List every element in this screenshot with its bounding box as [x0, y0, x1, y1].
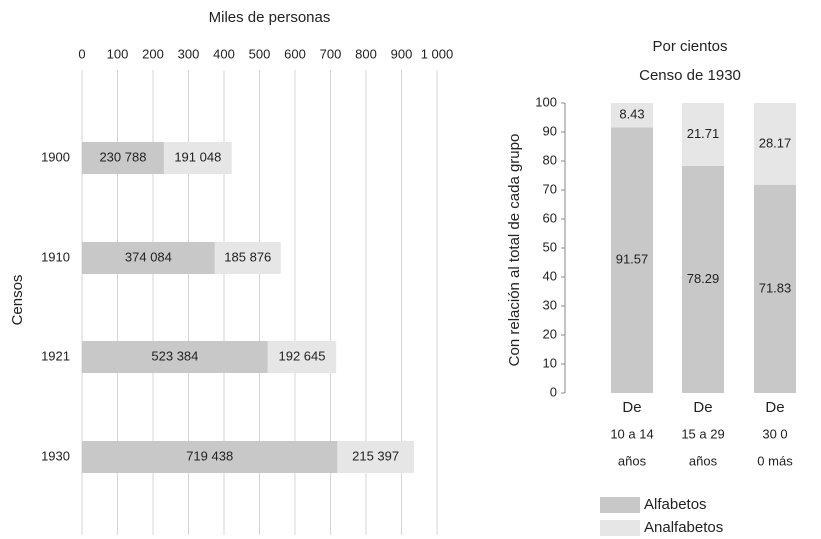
bar-segment — [611, 103, 653, 128]
x-tick-label: De — [693, 399, 712, 416]
x-tick-label: 200 — [142, 46, 164, 61]
bar-segment — [682, 103, 724, 166]
bar-segment — [611, 127, 653, 394]
chart-title: Por cientos — [652, 38, 727, 55]
y-tick-label: 80 — [543, 152, 557, 167]
data-label: 523 384 — [151, 348, 198, 363]
y-tick-label: 90 — [543, 123, 557, 138]
y-tick-label: 70 — [543, 181, 557, 196]
x-tick-label: 700 — [320, 46, 342, 61]
bar-segment — [82, 341, 268, 373]
x-tick-label: 800 — [355, 46, 377, 61]
data-label: 719 438 — [186, 448, 233, 463]
data-label: 71.83 — [759, 280, 792, 295]
x-tick-label: 500 — [249, 46, 271, 61]
bar-segment — [82, 242, 215, 274]
bar-segment — [754, 103, 796, 185]
legend-swatch — [600, 497, 640, 513]
y-axis-label: Censos — [9, 275, 26, 326]
data-label: 8.43 — [619, 107, 644, 122]
y-tick-label: 1910 — [41, 249, 70, 264]
data-label: 28.17 — [759, 135, 792, 150]
x-tick-label: 300 — [178, 46, 200, 61]
legend-label: Alfabetos — [644, 496, 707, 513]
bar-segment — [214, 242, 281, 274]
data-label: 230 788 — [99, 149, 146, 164]
bar-segment — [267, 341, 337, 373]
legend-label: Analfabetos — [644, 519, 723, 536]
y-tick-label: 100 — [535, 94, 557, 109]
x-tick-label: 1 000 — [421, 46, 454, 61]
x-tick-label: años — [689, 453, 718, 468]
x-tick-label: 400 — [213, 46, 235, 61]
legend-swatch — [600, 520, 640, 536]
x-tick-label: años — [618, 453, 647, 468]
y-tick-label: 30 — [543, 297, 557, 312]
data-label: 78.29 — [687, 271, 720, 286]
bar-segment — [82, 441, 338, 473]
data-label: 185 876 — [224, 249, 271, 264]
y-tick-label: 60 — [543, 210, 557, 225]
bar-segment — [82, 142, 164, 174]
x-tick-label: 900 — [391, 46, 413, 61]
x-tick-label: 100 — [107, 46, 129, 61]
x-tick-label: 600 — [284, 46, 306, 61]
bar-segment — [682, 165, 724, 393]
chart-title: Miles de personas — [209, 9, 331, 26]
y-tick-label: 1900 — [41, 149, 70, 164]
y-tick-label: 0 — [550, 384, 557, 399]
x-tick-label: 10 a 14 — [610, 426, 653, 441]
x-tick-label: 15 a 29 — [681, 426, 724, 441]
x-tick-label: De — [765, 399, 784, 416]
bar-segment — [337, 441, 414, 473]
y-tick-label: 20 — [543, 326, 557, 341]
y-axis-label: Con relación al total de cada grupo — [506, 134, 523, 367]
x-tick-label: 30 0 — [762, 426, 787, 441]
data-label: 192 645 — [278, 348, 325, 363]
bar-segment — [754, 184, 796, 393]
y-tick-label: 50 — [543, 239, 557, 254]
data-label: 191 048 — [174, 149, 221, 164]
data-label: 21.71 — [687, 126, 720, 141]
data-label: 374 084 — [125, 249, 172, 264]
y-tick-label: 1921 — [41, 348, 70, 363]
data-label: 215 397 — [352, 448, 399, 463]
y-tick-label: 40 — [543, 268, 557, 283]
y-tick-label: 10 — [543, 355, 557, 370]
chart-subtitle: Censo de 1930 — [639, 67, 741, 84]
bar-segment — [163, 142, 232, 174]
x-tick-label: 0 — [78, 46, 85, 61]
x-tick-label: 0 más — [757, 453, 793, 468]
x-tick-label: De — [622, 399, 641, 416]
data-label: 91.57 — [616, 252, 649, 267]
y-tick-label: 1930 — [41, 448, 70, 463]
